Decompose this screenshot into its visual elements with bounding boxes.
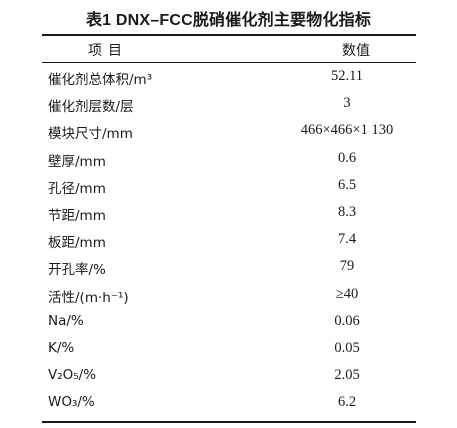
- table-row: 节距/mm 8.3: [42, 200, 416, 227]
- row-value: 3: [343, 95, 351, 112]
- row-label: K/%: [48, 339, 75, 356]
- table-row: 开孔率/% 79: [42, 254, 416, 281]
- top-rule: [42, 34, 416, 36]
- bottom-rule: [42, 421, 416, 423]
- table-row: 壁厚/mm 0.6: [42, 146, 416, 173]
- table-row: Na/% 0.06: [42, 309, 416, 336]
- row-label: 板距/mm: [48, 235, 106, 252]
- row-label: 模块尺寸/mm: [48, 126, 133, 143]
- table-row: WO₃/% 6.2: [42, 390, 416, 417]
- header-item: 项目: [88, 43, 128, 59]
- row-value: 6.5: [337, 176, 357, 193]
- row-value: 7.4: [337, 231, 357, 248]
- row-value: 0.06: [334, 312, 360, 329]
- row-label: 催化剂层数/层: [48, 99, 134, 116]
- table-row: 板距/mm 7.4: [42, 227, 416, 254]
- row-label: Na/%: [48, 312, 84, 329]
- row-label: 壁厚/mm: [48, 153, 106, 170]
- row-label: 开孔率/%: [48, 262, 106, 279]
- table-row: 孔径/mm 6.5: [42, 173, 416, 200]
- table-header: 项目 数值: [42, 36, 416, 62]
- row-value: 2.05: [334, 367, 360, 384]
- row-value: 52.11: [330, 68, 364, 84]
- header-rule: [42, 62, 416, 63]
- row-label: WO₃/%: [48, 394, 95, 411]
- row-value: 0.6: [337, 149, 357, 166]
- table-row: K/% 0.05: [42, 336, 416, 363]
- row-value: 79: [339, 258, 355, 275]
- row-label: 催化剂总体积/m³: [48, 72, 153, 88]
- row-value: 466×466×1 130: [300, 122, 394, 139]
- table-row: 模块尺寸/mm 466×466×1 130: [42, 118, 416, 145]
- row-value: ≥40: [335, 285, 359, 302]
- row-label: V₂O₅/%: [48, 367, 97, 384]
- table-row: 催化剂总体积/m³ 52.11: [42, 64, 416, 91]
- row-value: 8.3: [337, 203, 357, 220]
- row-value: 6.2: [337, 394, 357, 411]
- table-row: 催化剂层数/层 3: [42, 91, 416, 118]
- row-label: 节距/mm: [48, 207, 106, 224]
- table-body: 催化剂总体积/m³ 52.11 催化剂层数/层 3 模块尺寸/mm 466×46…: [42, 64, 416, 417]
- row-label: 孔径/mm: [48, 180, 106, 197]
- table-row: 活性/(m·h⁻¹) ≥40: [42, 282, 416, 309]
- row-label: 活性/(m·h⁻¹): [48, 289, 129, 306]
- header-value: 数值: [342, 43, 370, 59]
- row-value: 0.05: [334, 339, 360, 356]
- table-title: 表1 DNX–FCC脱硝催化剂主要物化指标: [85, 12, 372, 29]
- table-row: V₂O₅/% 2.05: [42, 363, 416, 390]
